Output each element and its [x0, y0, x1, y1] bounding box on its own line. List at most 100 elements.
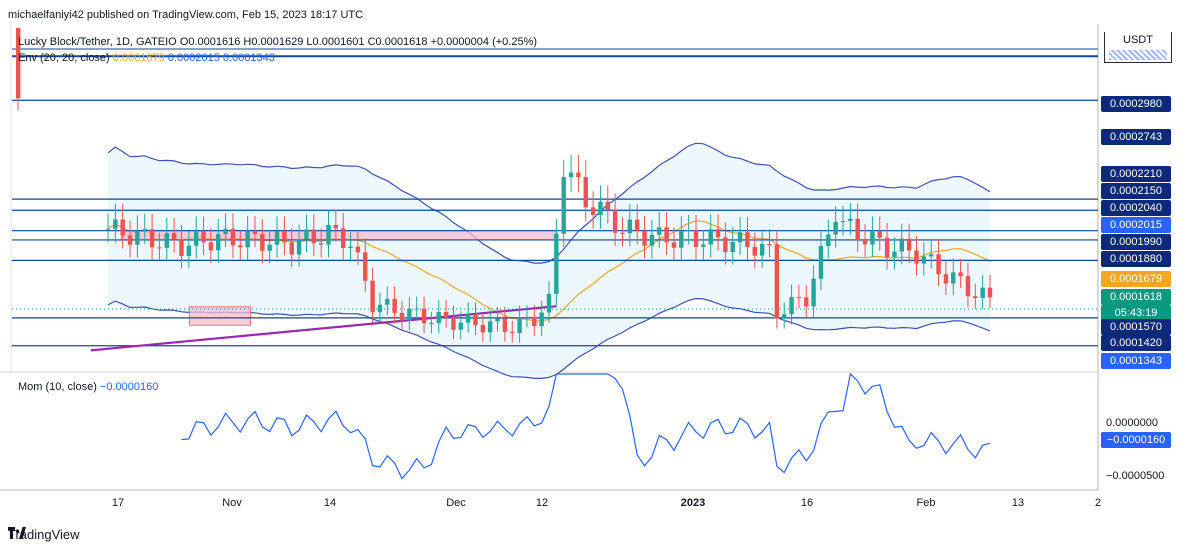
momentum-label: −0.0000500: [1106, 470, 1165, 482]
candle-body-24: [282, 231, 287, 243]
candle-body-105: [877, 231, 882, 238]
candle-body-114: [943, 274, 949, 284]
candle-body-90: [767, 244, 772, 246]
price-label: 0.0001343: [1101, 353, 1171, 369]
envelope-upper-line: [107, 142, 991, 264]
price-label: 0.0002015: [1101, 217, 1171, 233]
candle-body-58: [532, 316, 537, 327]
candle-body-26: [296, 239, 302, 255]
candle-body-102: [855, 218, 860, 240]
candle-body-93: [789, 297, 794, 315]
price-label: 0.0001679: [1101, 271, 1171, 287]
candle-body-21: [260, 234, 265, 251]
ohlc-values: O0.0001616 H0.0001629 L0.0001601 C0.0001…: [179, 36, 538, 48]
price-label: 0.0001880: [1101, 251, 1171, 267]
candle-body-65: [583, 177, 588, 208]
candle-body-33: [348, 246, 353, 249]
momentum-label: 0.0000000: [1106, 417, 1158, 429]
symbol-legend: Lucky Block/Tether, 1D, GATEIO O0.000161…: [18, 36, 537, 48]
candle-body-99: [833, 221, 838, 235]
candle-body-95: [804, 297, 809, 307]
candle-body-34: [355, 246, 361, 253]
candle-body-11: [186, 245, 192, 257]
candle-body-96: [811, 278, 816, 307]
candle-body-42: [414, 308, 419, 310]
symbol-title[interactable]: Lucky Block/Tether, 1D, GATEIO: [18, 36, 177, 48]
candle-body-29: [318, 243, 324, 245]
price-label: 0.0001990: [1101, 234, 1171, 250]
candle-body-98: [826, 234, 831, 247]
candle-body-97: [818, 246, 824, 279]
env-label[interactable]: Env (20, 20, close): [18, 52, 110, 64]
price-label: 0.0002743: [1101, 129, 1171, 145]
candle-body-85: [730, 241, 735, 253]
candle-body-47: [451, 317, 456, 330]
candle-body-53: [495, 318, 500, 322]
candle-body-27: [304, 229, 309, 240]
candle-body-15: [216, 234, 221, 251]
candle-body-13: [201, 231, 206, 243]
env-upper-value: 0.0002015: [167, 52, 220, 64]
candle-body-1: [113, 219, 118, 229]
mom-value: −0.0000160: [99, 381, 159, 393]
candle-body-92: [782, 314, 787, 319]
candle-body-51: [480, 324, 486, 333]
candle-body-0: [105, 228, 111, 230]
candle-body-82: [708, 229, 713, 245]
candle-body-10: [179, 239, 184, 257]
candle-body-106: [884, 237, 890, 258]
price-label: 0.0002040: [1101, 200, 1171, 216]
candle-body-86: [737, 232, 743, 242]
candle-body-104: [870, 231, 875, 245]
envelope-fill: [108, 143, 990, 379]
candle-body-7: [157, 247, 162, 249]
candle-body-2: [120, 219, 125, 236]
price-label: 0.0001420: [1101, 335, 1171, 351]
time-label: 12: [535, 497, 549, 509]
candle-body-88: [752, 246, 757, 256]
candle-body-69: [612, 209, 618, 233]
candle-body-31: [333, 224, 339, 229]
time-label: 2023: [680, 497, 706, 509]
price-label: 0.0002210: [1101, 166, 1171, 182]
candle-body-12: [194, 231, 199, 246]
candle-body-43: [421, 308, 427, 324]
tradingview-brand[interactable]: TradingView: [8, 527, 80, 542]
time-label: 14: [323, 497, 337, 509]
time-label: 2: [1094, 497, 1102, 509]
candle-body-17: [230, 228, 236, 246]
candle-body-25: [289, 242, 294, 255]
candle-body-4: [135, 230, 140, 245]
currency-hatch: [1109, 50, 1167, 60]
candle-body-16: [223, 228, 228, 235]
candle-body-62: [561, 177, 566, 234]
candle-body-84: [723, 237, 728, 253]
candle-body-36: [370, 280, 375, 313]
candle-body-101: [848, 218, 853, 222]
candle-body-3: [127, 235, 133, 245]
candle-body-56: [517, 317, 522, 333]
candle-body-30: [326, 224, 331, 245]
candle-body-103: [862, 239, 868, 245]
candle-body-35: [363, 252, 368, 281]
candle-body-20: [252, 231, 258, 235]
mom-label[interactable]: Mom (10, close): [18, 381, 97, 393]
candle-body-28: [311, 229, 316, 244]
candle-body-40: [399, 312, 405, 321]
candle-body-5: [142, 229, 147, 231]
candle-body-19: [245, 231, 250, 248]
candle-body-91: [774, 244, 780, 319]
time-label: 17: [111, 497, 125, 509]
candle-body-23: [274, 231, 280, 245]
candle-body-46: [443, 311, 449, 318]
candle-body-73: [642, 231, 647, 246]
price-label: 0.0001618: [1101, 289, 1171, 305]
candle-body-113: [936, 254, 941, 275]
time-label: Feb: [916, 497, 936, 509]
price-label: 0.0001570: [1101, 319, 1171, 335]
candle-body-74: [649, 234, 655, 246]
candle-body-9: [171, 233, 177, 240]
currency-label[interactable]: USDT: [1104, 32, 1172, 63]
